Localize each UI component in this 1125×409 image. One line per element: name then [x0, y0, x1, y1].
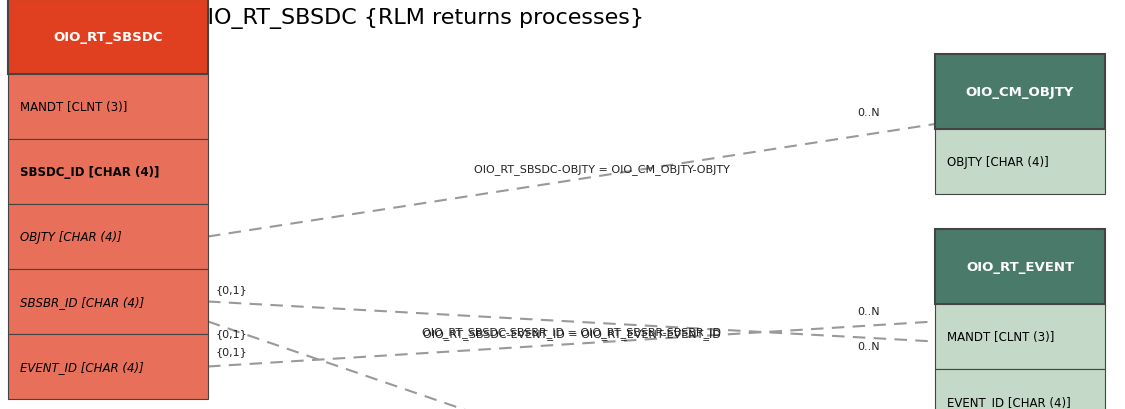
Bar [8, 0, 208, 75]
Bar [935, 229, 1105, 304]
Text: {0,1}: {0,1} [216, 347, 248, 357]
Text: EVENT_ID [CHAR (4)]: EVENT_ID [CHAR (4)] [20, 360, 144, 373]
Bar [935, 369, 1105, 409]
Bar [935, 130, 1105, 195]
Text: OIO_RT_SBSDC-EVENT_ID = OIO_RT_EVENT-EVENT_ID: OIO_RT_SBSDC-EVENT_ID = OIO_RT_EVENT-EVE… [423, 329, 720, 339]
Text: OBJTY [CHAR (4)]: OBJTY [CHAR (4)] [20, 230, 122, 243]
Bar [8, 334, 208, 399]
Text: MANDT [CLNT (3)]: MANDT [CLNT (3)] [947, 330, 1054, 343]
Text: 0..N: 0..N [857, 342, 880, 352]
Text: MANDT [CLNT (3)]: MANDT [CLNT (3)] [20, 101, 127, 114]
Text: OIO_RT_EVENT: OIO_RT_EVENT [966, 261, 1074, 273]
Text: EVENT_ID [CHAR (4)]: EVENT_ID [CHAR (4)] [947, 395, 1071, 408]
Text: OIO_RT_SBSDC-SBSBR_ID = OIO_RT_SBSBR-SBSBR_ID: OIO_RT_SBSDC-SBSBR_ID = OIO_RT_SBSBR-SBS… [422, 326, 721, 337]
Text: OIO_CM_OBJTY: OIO_CM_OBJTY [965, 86, 1074, 99]
Bar [8, 75, 208, 139]
Text: SBSDC_ID [CHAR (4)]: SBSDC_ID [CHAR (4)] [20, 166, 160, 179]
Bar [8, 270, 208, 334]
Text: {0,1}: {0,1} [216, 329, 248, 339]
Bar [935, 55, 1105, 130]
Text: OIO_RT_SBSDC-OBJTY = OIO_CM_OBJTY-OBJTY: OIO_RT_SBSDC-OBJTY = OIO_CM_OBJTY-OBJTY [474, 164, 729, 174]
Text: OIO_RT_SBSDC: OIO_RT_SBSDC [53, 31, 163, 44]
Bar [8, 139, 208, 204]
Text: SBSBR_ID [CHAR (4)]: SBSBR_ID [CHAR (4)] [20, 295, 144, 308]
Text: 0..N: 0..N [857, 307, 880, 317]
Bar [8, 204, 208, 270]
Text: {0,1}: {0,1} [216, 285, 248, 295]
Text: SAP ABAP table OIO_RT_SBSDC {RLM returns processes}: SAP ABAP table OIO_RT_SBSDC {RLM returns… [10, 8, 643, 29]
Bar [935, 304, 1105, 369]
Text: 0..N: 0..N [857, 108, 880, 118]
Text: OBJTY [CHAR (4)]: OBJTY [CHAR (4)] [947, 155, 1048, 169]
